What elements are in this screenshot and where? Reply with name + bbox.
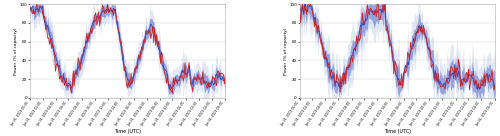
X-axis label: Time (UTC): Time (UTC) — [114, 129, 141, 134]
X-axis label: Time (UTC): Time (UTC) — [384, 129, 411, 134]
Y-axis label: Power (% of capacity): Power (% of capacity) — [14, 27, 18, 75]
Y-axis label: Power (% of capacity): Power (% of capacity) — [284, 27, 288, 75]
